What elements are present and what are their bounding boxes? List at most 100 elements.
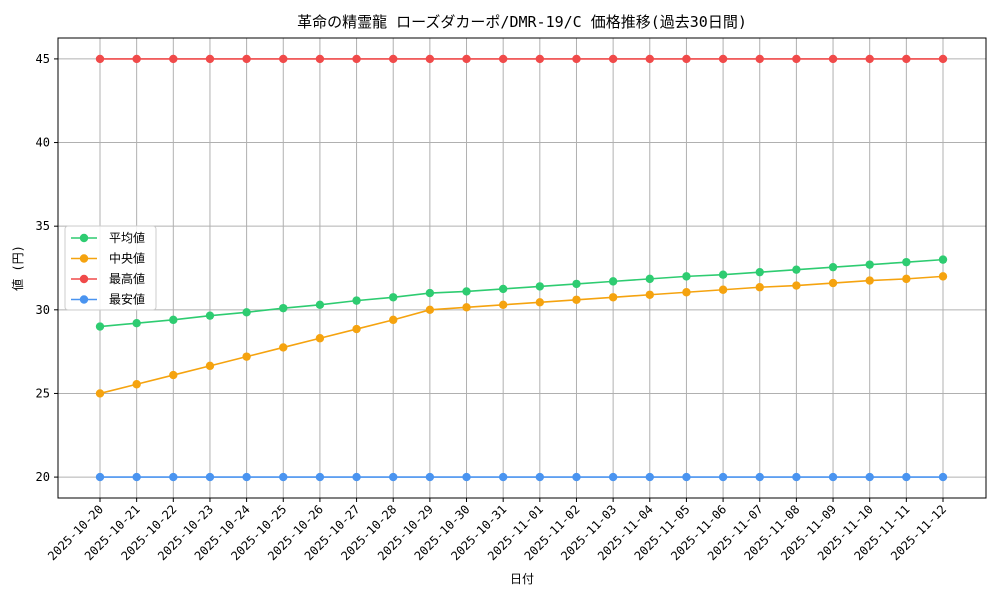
y-tick-label: 30 [36,303,50,317]
data-point [95,389,105,398]
data-point [938,472,948,482]
data-point [828,278,838,288]
data-point [279,472,288,482]
data-point [902,54,911,64]
data-point [938,255,948,264]
data-point [352,54,361,64]
data-point [389,293,398,302]
data-point [389,472,398,482]
data-point [902,274,911,284]
data-point [682,288,691,297]
data-point [608,54,618,64]
data-point [462,287,471,296]
data-point [462,54,471,64]
data-point [315,472,325,482]
data-point [608,472,618,482]
data-point [645,54,654,64]
data-point [169,315,178,325]
data-point [169,54,178,64]
data-point [682,472,691,482]
data-point [828,472,838,482]
data-point [242,472,251,482]
y-tick-label: 25 [36,386,50,400]
data-point [535,282,545,291]
data-point [425,305,435,315]
data-point [498,284,508,294]
chart-title: 革命の精霊龍 ローズダカーポ/DMR-19/C 価格推移(過去30日間) [297,13,747,31]
data-point [242,352,251,361]
data-point [425,54,435,64]
data-point [389,54,398,64]
data-point [792,281,801,290]
data-point [645,290,654,299]
data-point [828,262,838,272]
y-tick-label: 45 [36,52,50,66]
legend-label: 最安値 [109,292,145,307]
legend-label: 最高値 [109,271,145,286]
data-point [865,276,874,285]
legend-box [64,225,157,311]
legend-swatch-marker [79,274,89,284]
data-point [462,472,471,482]
data-point [425,288,435,298]
data-point [608,277,618,286]
data-point [792,54,801,64]
series-line [99,258,944,328]
data-point [498,54,508,64]
legend-swatch-marker [79,295,89,304]
data-point [792,265,801,274]
data-point [352,324,361,334]
data-point [352,472,361,482]
data-point [865,54,874,64]
series-layer [95,54,948,482]
data-point [95,472,105,482]
data-point [425,472,435,482]
data-point [792,472,801,482]
data-point [718,472,728,482]
data-point [535,298,545,307]
data-point [755,283,764,292]
data-point [572,295,581,304]
data-point [682,54,691,64]
data-point [498,300,508,309]
legend-label: 中央値 [109,251,145,266]
data-point [572,54,581,64]
y-axis-label: 値 (円) [10,245,25,291]
data-point [132,380,141,389]
data-point [205,311,215,320]
data-point [718,285,728,294]
data-point [755,472,764,482]
plot-frame [57,37,987,499]
data-point [279,343,288,352]
data-point [498,472,508,482]
data-point [279,303,288,313]
data-point [718,54,728,64]
data-point [535,54,545,64]
data-point [462,303,471,312]
data-point [242,54,251,64]
legend-swatch-marker [79,233,89,243]
data-point [242,308,251,317]
data-point [572,472,581,482]
data-point [755,267,764,277]
data-point [828,54,838,64]
data-point [755,54,764,64]
data-point [315,300,325,309]
data-point [205,472,215,482]
data-point [572,279,581,289]
x-axis-label: 日付 [510,572,534,586]
y-tick-label: 35 [36,219,50,233]
data-point [95,54,105,64]
series-line [99,275,944,395]
data-point [315,54,325,64]
data-point [279,54,288,64]
data-point [132,472,141,482]
data-point [902,257,911,267]
data-point [865,472,874,482]
data-point [205,54,215,64]
data-point [352,296,361,305]
data-point [718,270,728,279]
data-point [535,472,545,482]
series-2 [95,54,948,64]
